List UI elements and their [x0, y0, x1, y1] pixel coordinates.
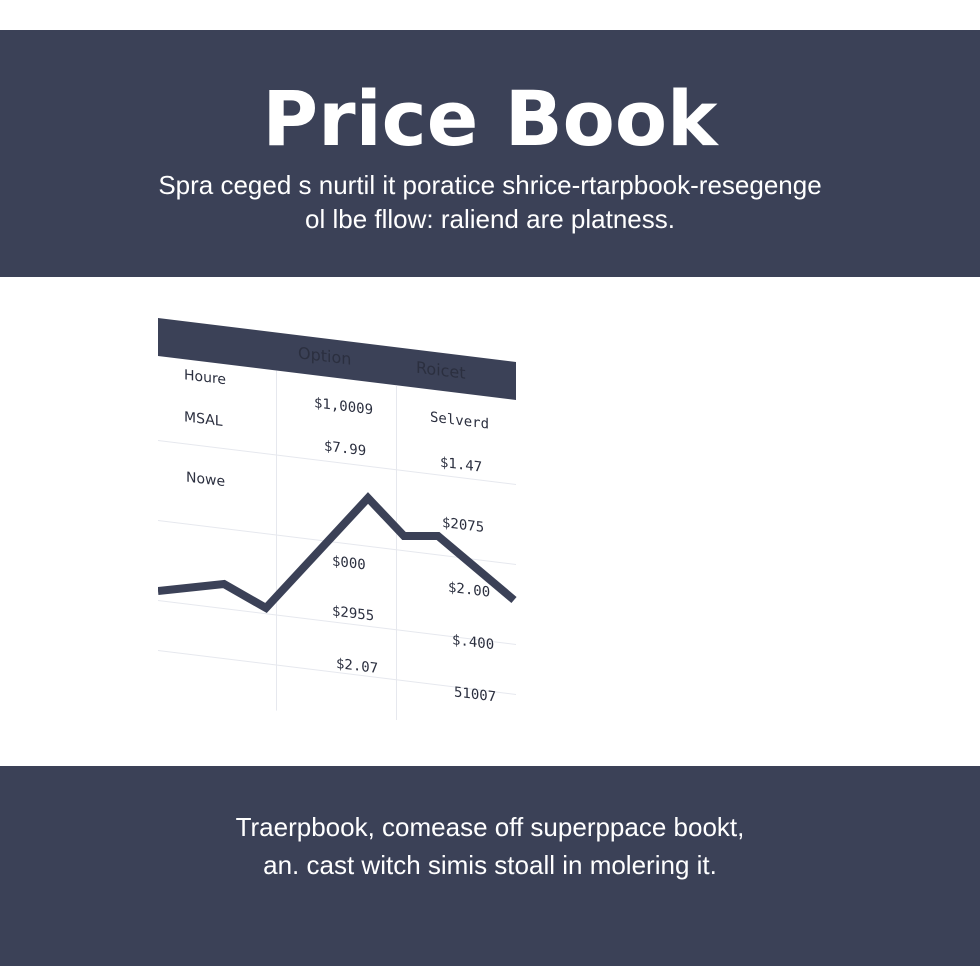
trend-line-chart — [158, 492, 517, 614]
subtitle-line-2: ol lbe fllow: raliend are platness. — [305, 204, 675, 234]
footer-line-1: Traerpbook, comease off superppace bookt… — [235, 812, 745, 842]
page-title: Price Book — [262, 74, 718, 163]
footer-banner: Traerpbook, comease off superppace bookt… — [0, 766, 980, 966]
footer-line-2: an. cast witch simis stoall in molering … — [263, 850, 717, 880]
trend-line — [158, 492, 517, 614]
price-table-illustration: Option Roicet Houre MSAL Nowe $1,0009 $7… — [158, 300, 538, 720]
header-banner: Price Book Spra ceged s nurtil it porati… — [0, 30, 980, 277]
subtitle-line-1: Spra ceged s nurtil it poratice shrice-r… — [158, 170, 822, 200]
